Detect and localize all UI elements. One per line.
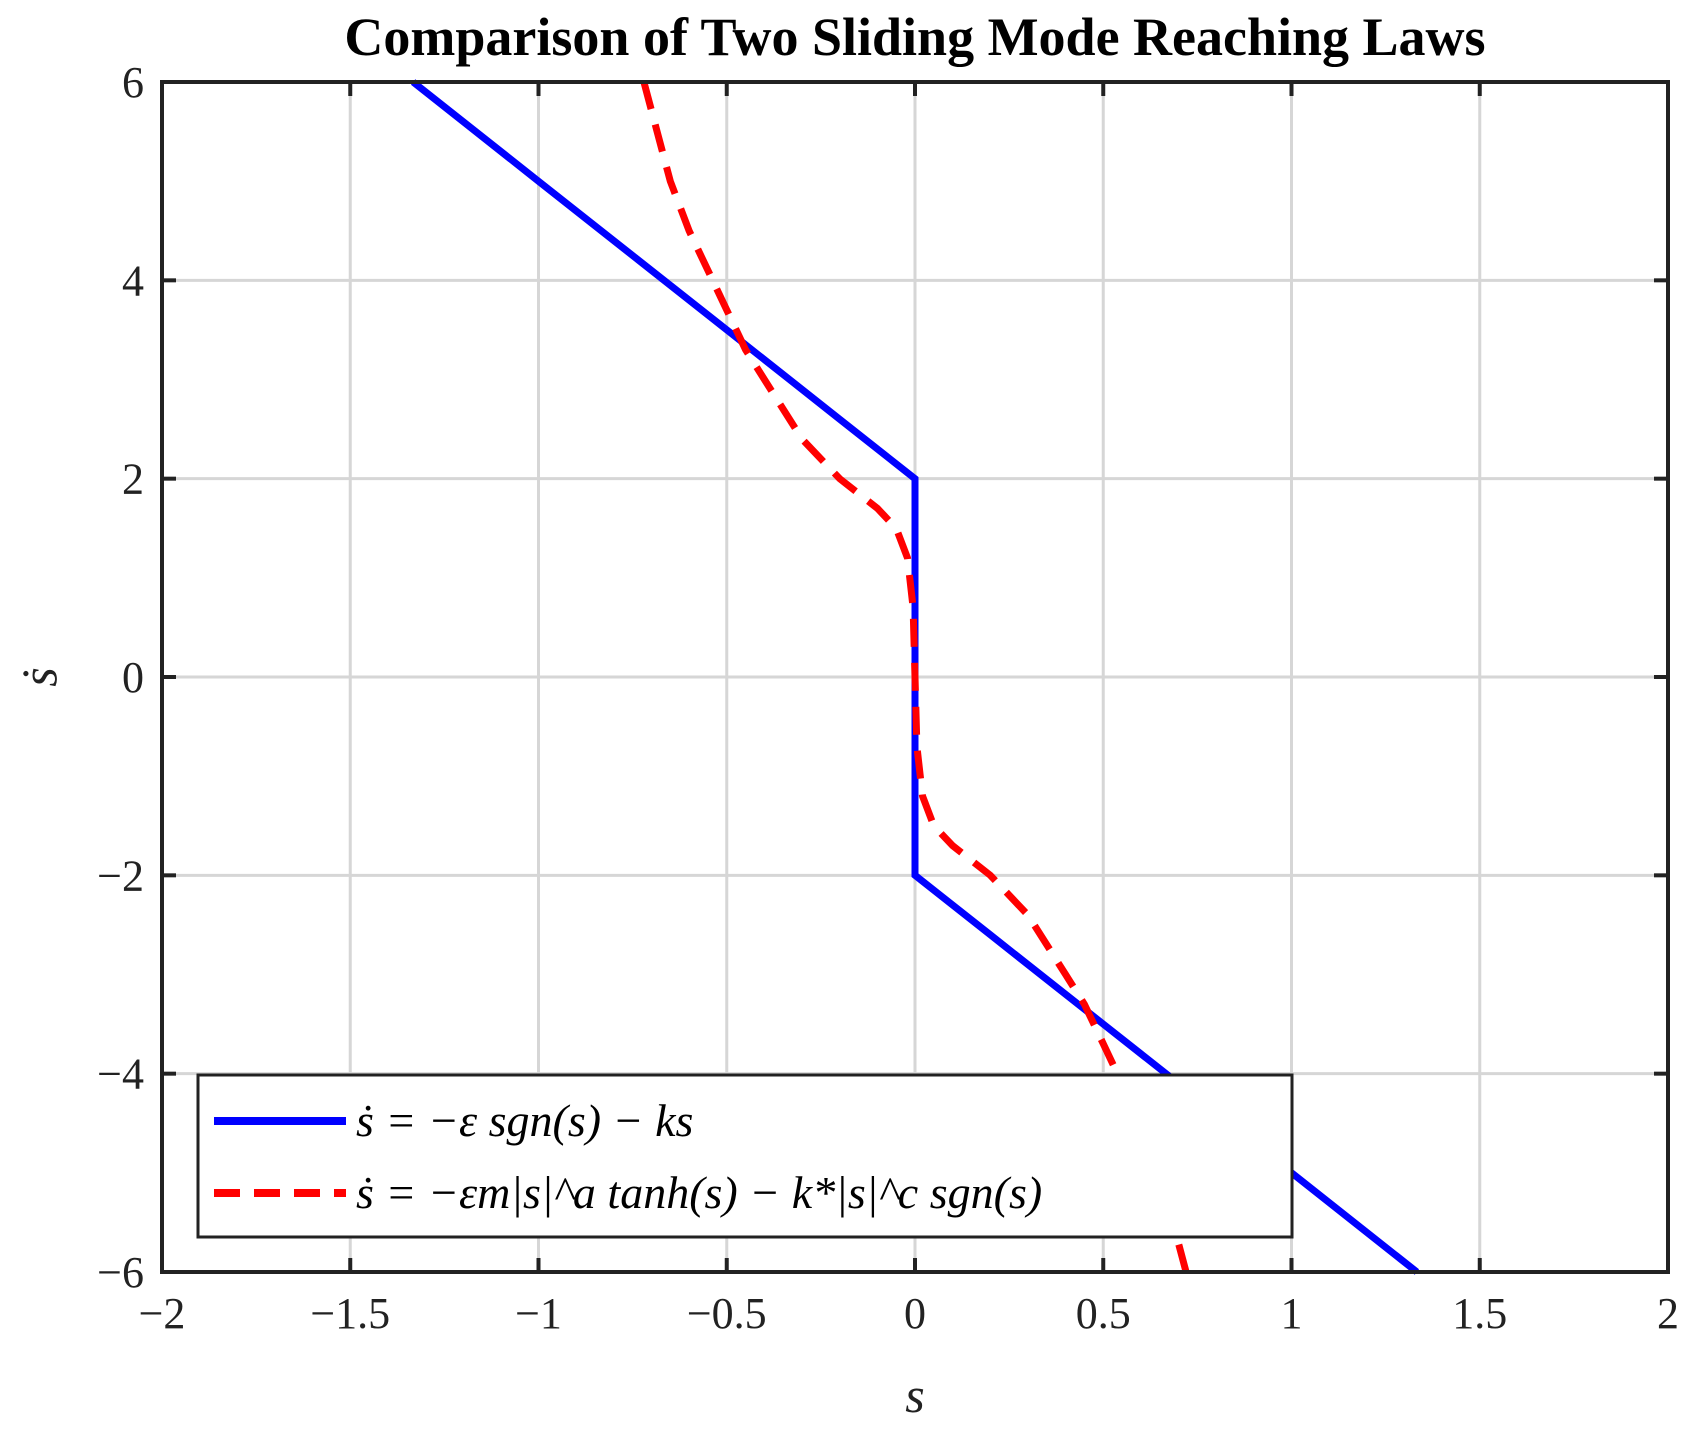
y-tick-label: −2	[97, 851, 144, 900]
x-tick-label: 0	[904, 1289, 926, 1338]
legend: ṡ = −ε sgn(s) − ks ṡ = −εm|s|^a tanh(s) …	[196, 1073, 1294, 1239]
x-tick-label: 1.5	[1452, 1289, 1507, 1338]
chart-title: Comparison of Two Sliding Mode Reaching …	[344, 7, 1485, 67]
y-tick-label: 2	[122, 455, 144, 504]
y-axis-label: ṡ	[11, 667, 67, 686]
x-tick-label: −1	[515, 1289, 562, 1338]
series-line-2	[640, 81, 1190, 1273]
legend-label-reaching-law-2: ṡ = −εm|s|^a tanh(s) − k*|s|^c sgn(s)	[356, 1167, 1042, 1218]
x-tick-label: −2	[139, 1289, 186, 1338]
y-tick-label: 4	[122, 256, 144, 305]
x-tick-label: −0.5	[687, 1289, 767, 1338]
y-tick-label: −6	[97, 1248, 144, 1297]
x-tick-label: 0.5	[1076, 1289, 1131, 1338]
y-tick-label: 6	[122, 58, 144, 107]
y-tick-label: 0	[122, 653, 144, 702]
legend-box	[196, 1073, 1294, 1239]
x-axis-label: s	[905, 1367, 924, 1423]
x-tick-label: −1.5	[310, 1289, 390, 1338]
y-tick-label: −4	[97, 1050, 144, 1099]
legend-label-reaching-law-1: ṡ = −ε sgn(s) − ks	[356, 1095, 693, 1146]
x-tick-label: 2	[1657, 1289, 1679, 1338]
plot-frame	[160, 80, 1670, 1274]
tick-labels: −2 −1.5 −1 −0.5 0 0.5 1 1.5 2 −6 −4 −2 0 2 4 6	[97, 58, 1679, 1338]
x-tick-label: 1	[1281, 1289, 1303, 1338]
